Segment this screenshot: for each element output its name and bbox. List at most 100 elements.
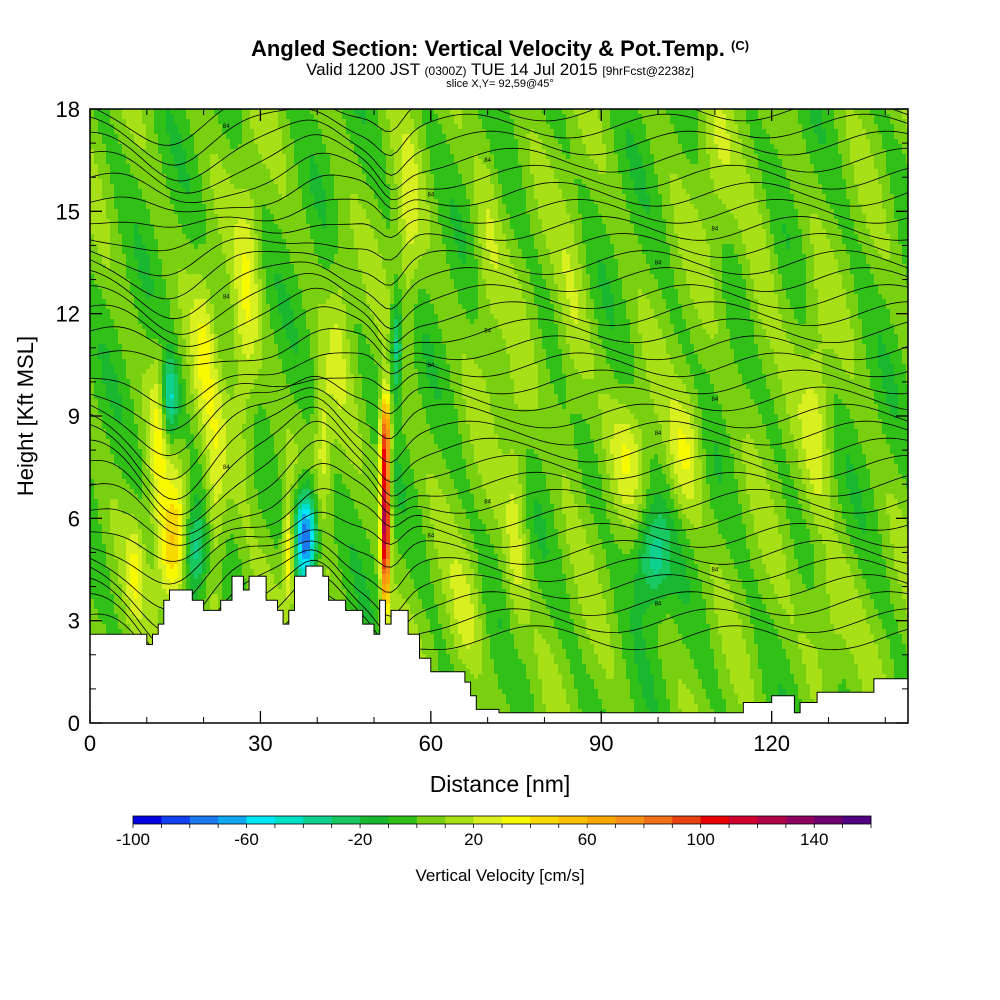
isentrope-label: 84 <box>712 397 719 403</box>
colorbar-swatch <box>700 816 730 824</box>
isentrope-line <box>90 306 908 357</box>
isentrope-line <box>90 119 908 182</box>
colorbar-swatch <box>729 816 758 824</box>
colorbar-swatch <box>587 816 616 824</box>
colorbar-tick-label: 140 <box>800 830 828 849</box>
isentrope-line <box>90 287 908 347</box>
isentrope-line <box>90 109 908 166</box>
y-tick-label: 0 <box>68 711 80 736</box>
isentrope-line <box>90 406 908 516</box>
colorbar-swatch <box>331 816 361 824</box>
isentrope-line <box>90 439 908 536</box>
isentrope-label: 84 <box>427 192 434 198</box>
isentrope-line <box>90 152 908 204</box>
colorbar-swatch <box>445 816 474 824</box>
y-tick-label: 12 <box>56 302 80 327</box>
colorbar-tick-label: -60 <box>234 830 259 849</box>
colorbar-swatch <box>785 816 815 824</box>
x-tick-label: 30 <box>248 731 272 756</box>
isentrope-line <box>90 420 908 527</box>
isentrope-line <box>90 540 908 634</box>
x-tick-label: 90 <box>589 731 613 756</box>
isentrope-line <box>90 328 908 366</box>
title-suffix: (C) <box>731 38 749 53</box>
colorbar-swatch <box>558 816 588 824</box>
y-tick-label: 15 <box>56 199 80 224</box>
isentrope-line <box>90 511 908 585</box>
isentrope-line <box>90 273 908 335</box>
isentrope-line <box>90 261 908 320</box>
isentrope-line <box>90 134 908 194</box>
colorbar-label: Vertical Velocity [cm/s] <box>415 866 584 885</box>
isentrope-line <box>90 462 908 546</box>
y-axis-label: Height [Kft MSL] <box>13 336 38 496</box>
isentrope-label: 84 <box>655 431 662 437</box>
colorbar: -100 -60 -20 20 60 100 140 <box>116 815 872 849</box>
colorbar-swatch <box>303 816 332 824</box>
x-axis-label: Distance [nm] <box>430 771 571 797</box>
isentrope-label: 84 <box>427 363 434 369</box>
isentrope-label: 84 <box>484 158 491 164</box>
x-tick-label: 60 <box>419 731 443 756</box>
terrain-mask <box>89 565 909 724</box>
potential-temperature-contours: 84848484848484848484848484848484 <box>90 109 908 689</box>
slice-label: slice X,Y= 92,59@45° <box>0 78 1000 90</box>
colorbar-swatch <box>388 816 418 824</box>
isentrope-line <box>90 216 908 252</box>
colorbar-swatch <box>133 816 162 824</box>
colorbar-swatch <box>672 816 701 824</box>
y-tick-label: 6 <box>68 506 80 531</box>
colorbar-swatch <box>246 816 276 824</box>
isentrope-line <box>90 174 908 213</box>
colorbar-swatch <box>473 816 503 824</box>
colorbar-tick-label: -100 <box>116 830 150 849</box>
isentrope-label: 84 <box>712 226 719 232</box>
isentrope-label: 84 <box>484 499 491 505</box>
isentrope-label: 84 <box>427 533 434 539</box>
isentrope-line <box>90 369 908 431</box>
colorbar-swatch <box>842 816 872 824</box>
isentrope-line <box>90 352 908 409</box>
isentrope-label: 84 <box>655 602 662 608</box>
isentrope-line <box>90 529 908 610</box>
colorbar-swatch <box>416 816 446 824</box>
isentrope-line <box>90 198 908 228</box>
isentrope-line <box>90 387 908 480</box>
colorbar-swatch <box>643 816 673 824</box>
colorbar-tick-label: 100 <box>687 830 715 849</box>
isentrope-label: 84 <box>223 124 230 130</box>
colorbar-swatch <box>757 816 787 824</box>
isentrope-line <box>90 375 908 457</box>
isentrope-label: 84 <box>223 465 230 471</box>
colorbar-swatch <box>218 816 247 824</box>
x-tick-label: 0 <box>84 731 96 756</box>
colorbar-swatch <box>161 816 191 824</box>
isentrope-line <box>90 250 908 300</box>
valid-zulu: (0300Z) <box>425 64 467 78</box>
colorbar-swatch <box>615 816 645 824</box>
colorbar-swatch <box>360 816 389 824</box>
chart-subtitle: Valid 1200 JST (0300Z) TUE 14 Jul 2015 [… <box>0 60 1000 80</box>
isentrope-label: 84 <box>223 295 230 301</box>
colorbar-swatch <box>530 816 560 824</box>
colorbar-swatch <box>274 816 304 824</box>
isentrope-line <box>90 488 908 562</box>
isentrope-line <box>90 233 908 277</box>
colorbar-swatch <box>502 816 531 824</box>
colorbar-tick-label: 60 <box>578 830 597 849</box>
isentrope-label: 84 <box>712 568 719 574</box>
colorbar-swatch <box>189 816 219 824</box>
y-tick-label: 9 <box>68 404 80 429</box>
colorbar-tick-label: -20 <box>348 830 373 849</box>
chart-title: Angled Section: Vertical Velocity & Pot.… <box>0 36 1000 62</box>
isentrope-line <box>90 396 908 500</box>
isentrope-label: 84 <box>484 329 491 335</box>
velocity-field <box>90 109 908 723</box>
x-tick-label: 120 <box>753 731 790 756</box>
forecast-label: [9hrFcst@2238z] <box>602 64 694 78</box>
colorbar-swatch <box>814 816 843 824</box>
colorbar-tick-label: 20 <box>464 830 483 849</box>
isentrope-label: 84 <box>655 261 662 267</box>
y-tick-label: 18 <box>56 97 80 122</box>
